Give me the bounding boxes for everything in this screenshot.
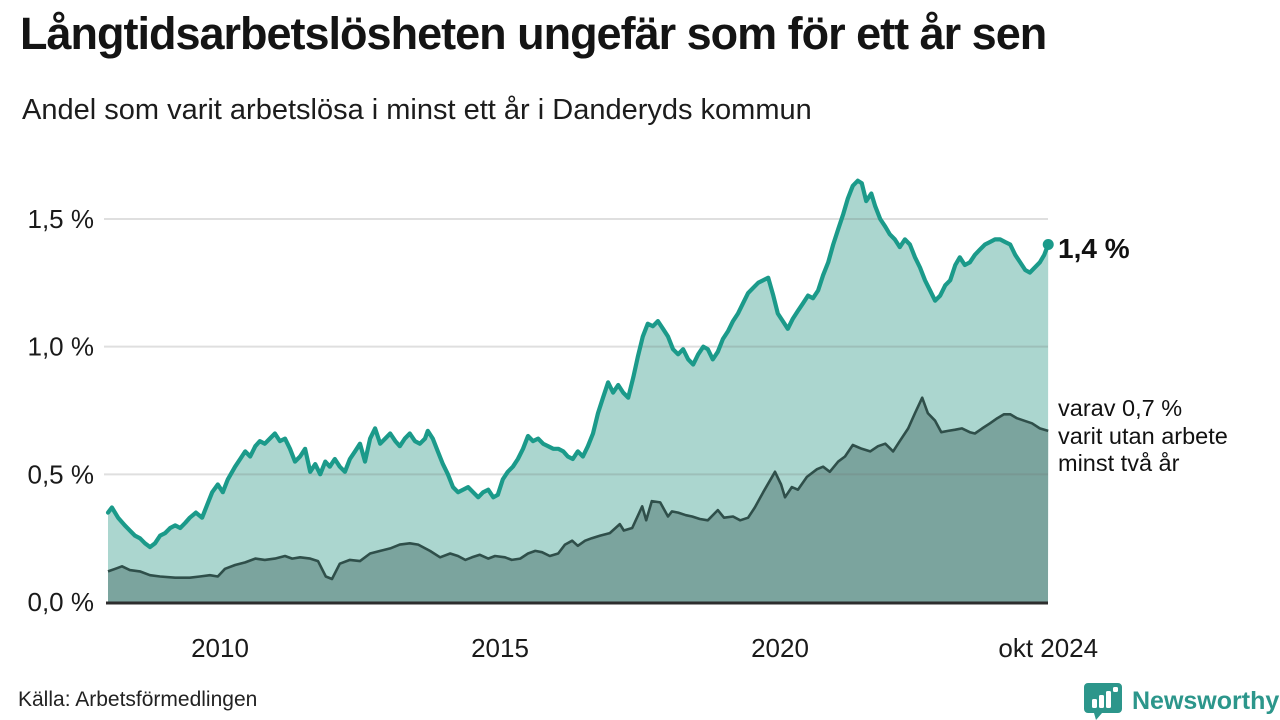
x-tick-label-2020: 2020 [751, 633, 809, 663]
brand-logo: Newsworthy [1084, 682, 1279, 720]
page-title: Långtidsarbetslösheten ungefär som för e… [20, 8, 1047, 59]
breakdown-line-2: varit utan arbete [1058, 422, 1228, 449]
end-point-dot [1042, 239, 1054, 251]
line-total [105, 178, 1051, 550]
x-tick-label-okt-2024: okt 2024 [998, 633, 1098, 663]
line-two-years [107, 396, 1049, 581]
end-value-annotation: 1,4 % [1058, 233, 1130, 264]
y-tick-label-1: 1,0 % [28, 332, 95, 362]
breakdown-annotation: varav 0,7 % varit utan arbete minst två … [1058, 395, 1228, 478]
chart-subtitle: Andel som varit arbetslösa i minst ett å… [22, 94, 812, 126]
breakdown-line-3: minst två år [1058, 450, 1180, 476]
y-tick-label-0.5: 0,5 % [28, 459, 95, 489]
breakdown-line-1: varav 0,7 % [1058, 395, 1183, 421]
source-note: Källa: Arbetsförmedlingen [18, 688, 258, 711]
x-tick-label-2015: 2015 [471, 633, 529, 663]
y-tick-label-1.5: 1,5 % [28, 204, 95, 234]
x-tick-label-2010: 2010 [191, 633, 249, 663]
brand-name: Newsworthy [1132, 686, 1280, 715]
area-fill-two-years [108, 397, 1049, 602]
newsworthy-pin-barchart-icon [1084, 683, 1122, 720]
y-tick-label-0: 0,0 % [28, 587, 95, 617]
